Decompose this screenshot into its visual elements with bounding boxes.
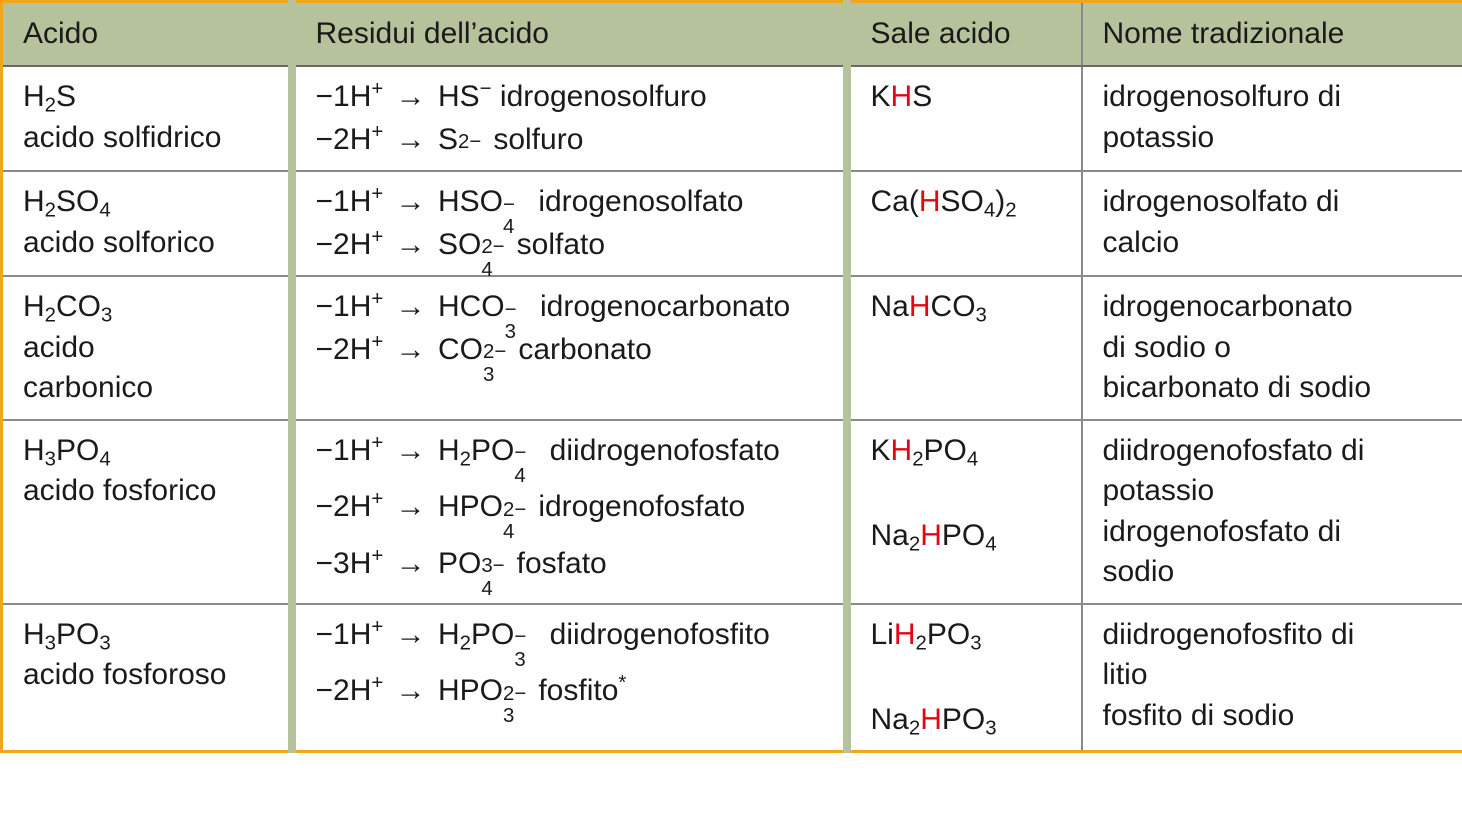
- residues-cell: −1H+ → H2PO−4 diidrogenofosfato −2H+ → HP…: [292, 420, 847, 604]
- table-row: H2SO4acido solforico−1H+ → HSO−4 idrogen…: [2, 171, 1462, 276]
- salt-name-line: calcio: [1103, 223, 1443, 264]
- acid-name: carbonico: [23, 368, 268, 409]
- salt-formula-cell: KH2PO4 Na2HPO4: [847, 420, 1082, 604]
- salt-formula: NaHCO3: [871, 287, 1061, 328]
- salt-formula: Ca(HSO4)2: [871, 182, 1061, 223]
- arrow-icon: →: [392, 290, 430, 323]
- table-header: Acido Residui dell’acido Sale acido Nome…: [2, 2, 1462, 67]
- residue-line: −2H+ → HPO2−3 fosfito*: [316, 671, 823, 712]
- salt-formula-cell: LiH2PO3 Na2HPO3: [847, 604, 1082, 752]
- residue-line: −3H+ → PO3−4 fosfato: [316, 544, 823, 585]
- residue-line: −1H+ → HS− idrogenosolfuro: [316, 77, 823, 118]
- salt-formula: LiH2PO3: [871, 615, 1061, 656]
- acid-cell: H3PO4acido fosforico: [2, 420, 292, 604]
- traditional-name-cell: diidrogenofosfito dilitiofosfito di sodi…: [1082, 604, 1462, 752]
- salt-name-line: bicarbonato di sodio: [1103, 368, 1443, 409]
- arrow-icon: →: [392, 185, 430, 218]
- table-row: H3PO3acido fosforoso−1H+ → H2PO−3 diidro…: [2, 604, 1462, 752]
- acid-cell: H2CO3acidocarbonico: [2, 276, 292, 420]
- salt-name-line: diidrogenofosfito di: [1103, 615, 1443, 656]
- salt-formula-cell: NaHCO3: [847, 276, 1082, 420]
- acid-name: acido solforico: [23, 223, 268, 264]
- salt-formula: KH2PO4: [871, 431, 1061, 472]
- salt-name-line: sodio: [1103, 552, 1443, 593]
- arrow-icon: →: [392, 80, 430, 113]
- acid-cell: H2Sacido solfidrico: [2, 66, 292, 171]
- arrow-icon: →: [392, 618, 430, 651]
- traditional-name-cell: diidrogenofosfato dipotassioidrogenofosf…: [1082, 420, 1462, 604]
- arrow-icon: →: [392, 674, 430, 707]
- acid-formula: H2CO3: [23, 287, 268, 328]
- acid-formula: H2SO4: [23, 182, 268, 223]
- salt-name-line: idrogenofosfato di: [1103, 512, 1443, 553]
- salt-name-line: idrogenocarbonato: [1103, 287, 1443, 328]
- table-row: H2CO3acidocarbonico−1H+ → HCO−3 idrogeno…: [2, 276, 1462, 420]
- acid-formula: H2S: [23, 77, 268, 118]
- arrow-icon: →: [392, 333, 430, 366]
- arrow-icon: →: [392, 490, 430, 523]
- residues-cell: −1H+ → HS− idrogenosolfuro−2H+ → S2− sol…: [292, 66, 847, 171]
- salt-name-line: litio: [1103, 655, 1443, 696]
- residues-cell: −1H+ → H2PO−3 diidrogenofosfito −2H+ → HP…: [292, 604, 847, 752]
- col-header-nome: Nome tradizionale: [1082, 2, 1462, 67]
- residues-cell: −1H+ → HSO−4 idrogenosolfato−2H+ → SO2−4…: [292, 171, 847, 276]
- traditional-name-cell: idrogenosolfato dicalcio: [1082, 171, 1462, 276]
- table-body: H2Sacido solfidrico−1H+ → HS− idrogenoso…: [2, 66, 1462, 752]
- acid-name: acido fosforoso: [23, 655, 268, 696]
- acid-cell: H2SO4acido solforico: [2, 171, 292, 276]
- residue-line: −2H+ → CO2−3 carbonato: [316, 330, 823, 371]
- arrow-icon: →: [392, 434, 430, 467]
- residues-cell: −1H+ → HCO−3 idrogenocarbonato−2H+ → CO2…: [292, 276, 847, 420]
- salt-formula: Na2HPO4: [871, 516, 1061, 557]
- acid-formula: H3PO3: [23, 615, 268, 656]
- salt-name-line: idrogenosolfato di: [1103, 182, 1443, 223]
- col-header-sale: Sale acido: [847, 2, 1082, 67]
- col-header-residui: Residui dell’acido: [292, 2, 847, 67]
- table-row: H3PO4acido fosforico−1H+ → H2PO−4 diidro…: [2, 420, 1462, 604]
- salt-name-line: diidrogenofosfato di: [1103, 431, 1443, 472]
- salt-formula: Na2HPO3: [871, 700, 1061, 741]
- col-header-acido: Acido: [2, 2, 292, 67]
- salt-formula: KHS: [871, 77, 1061, 118]
- traditional-name-cell: idrogenosolfuro dipotassio: [1082, 66, 1462, 171]
- salt-formula-cell: Ca(HSO4)2: [847, 171, 1082, 276]
- acid-name: acido fosforico: [23, 471, 268, 512]
- acid-name: acido: [23, 328, 268, 369]
- residue-line: −2H+ → HPO2−4 idrogenofosfato: [316, 487, 823, 528]
- salt-name-line: fosfito di sodio: [1103, 696, 1443, 737]
- salt-name-line: potassio: [1103, 471, 1443, 512]
- salt-name-line: idrogenosolfuro di: [1103, 77, 1443, 118]
- arrow-icon: →: [392, 547, 430, 580]
- salt-formula-cell: KHS: [847, 66, 1082, 171]
- traditional-name-cell: idrogenocarbonatodi sodio obicarbonato d…: [1082, 276, 1462, 420]
- residue-line: −1H+ → HCO−3 idrogenocarbonato: [316, 287, 823, 328]
- arrow-icon: →: [392, 228, 430, 261]
- acid-name: acido solfidrico: [23, 118, 268, 159]
- arrow-icon: →: [392, 123, 430, 156]
- acid-formula: H3PO4: [23, 431, 268, 472]
- residue-line: −2H+ → SO2−4 solfato: [316, 225, 823, 266]
- residue-line: −2H+ → S2− solfuro: [316, 120, 823, 161]
- residue-line: −1H+ → HSO−4 idrogenosolfato: [316, 182, 823, 223]
- residue-line: −1H+ → H2PO−4 diidrogenofosfato: [316, 431, 823, 472]
- salt-name-line: potassio: [1103, 118, 1443, 159]
- acid-cell: H3PO3acido fosforoso: [2, 604, 292, 752]
- acid-salts-table: Acido Residui dell’acido Sale acido Nome…: [0, 0, 1462, 753]
- residue-line: −1H+ → H2PO−3 diidrogenofosfito: [316, 615, 823, 656]
- table-row: H2Sacido solfidrico−1H+ → HS− idrogenoso…: [2, 66, 1462, 171]
- salt-name-line: di sodio o: [1103, 328, 1443, 369]
